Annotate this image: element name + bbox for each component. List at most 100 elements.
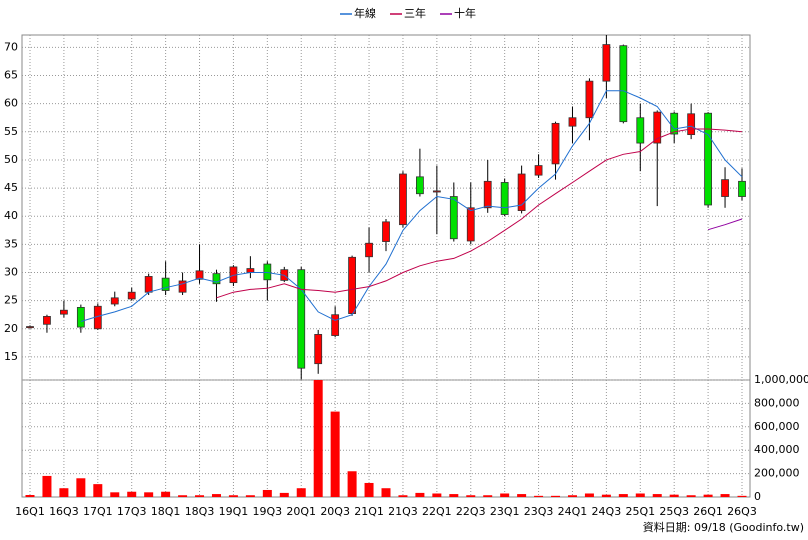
volume-bar	[703, 494, 713, 497]
x-tick-label: 25Q1	[625, 505, 655, 518]
candle-body	[399, 173, 407, 226]
x-tick-label: 21Q1	[354, 505, 384, 518]
volume-bar	[584, 493, 594, 497]
candle-body	[517, 173, 526, 211]
candle-body	[43, 316, 51, 325]
candle-body	[110, 297, 119, 305]
x-tick-label: 22Q1	[422, 505, 452, 518]
candle-body	[721, 179, 729, 197]
volume-bar	[279, 492, 289, 497]
candle-body	[365, 242, 373, 258]
candle-body	[263, 263, 272, 281]
candle-body	[161, 277, 170, 291]
y-tick-label: 40	[4, 209, 18, 222]
volume-bar	[398, 495, 408, 497]
candle-body	[127, 291, 136, 300]
x-tick-label: 26Q3	[727, 505, 757, 518]
y-tick-label: 20	[4, 322, 18, 335]
candle-body	[466, 207, 475, 242]
x-tick-label: 16Q1	[15, 505, 45, 518]
volume-bar	[618, 494, 628, 497]
candle-body	[416, 176, 424, 195]
volume-bar	[686, 495, 696, 497]
volume-bar	[127, 491, 137, 497]
volume-bar	[720, 494, 730, 497]
volume-bar	[415, 492, 425, 497]
x-tick-label: 23Q3	[524, 505, 554, 518]
candle-body	[432, 190, 441, 193]
candle-body	[246, 268, 255, 273]
volume-tick-label: 1,000,000	[754, 373, 808, 386]
volume-bar	[449, 494, 459, 497]
y-tick-label: 30	[4, 266, 18, 279]
volume-bar	[25, 495, 35, 497]
volume-bar	[59, 488, 69, 497]
candle-body	[76, 306, 85, 328]
volume-tick-label: 200,000	[754, 467, 800, 480]
volume-bar	[211, 494, 221, 497]
y-tick-label: 55	[4, 125, 18, 138]
x-tick-label: 20Q1	[286, 505, 316, 518]
line-series	[216, 128, 743, 299]
volume-bar	[195, 495, 205, 497]
candle-body	[738, 180, 746, 197]
volume-bar	[110, 492, 120, 497]
volume-bar	[669, 494, 679, 497]
candle-body	[331, 314, 340, 336]
volume-bar	[364, 482, 374, 497]
x-tick-label: 21Q3	[388, 505, 418, 518]
x-tick-label: 18Q3	[185, 505, 215, 518]
candle-body	[653, 111, 662, 144]
legend-label: 年線	[354, 6, 376, 20]
candle-body	[483, 180, 492, 209]
candle-body	[348, 256, 356, 314]
volume-bar	[551, 495, 561, 497]
volume-bar	[245, 495, 255, 497]
volume-bar	[381, 488, 391, 497]
candle-body	[60, 309, 68, 315]
candle-body	[178, 280, 187, 293]
x-tick-label: 16Q3	[49, 505, 79, 518]
y-tick-label: 45	[4, 181, 18, 194]
candle-body	[619, 45, 628, 123]
x-tick-label: 25Q3	[659, 505, 689, 518]
x-tick-label: 22Q3	[456, 505, 486, 518]
x-tick-label: 24Q3	[592, 505, 622, 518]
volume-bar	[737, 495, 747, 497]
plot-frame	[21, 34, 751, 498]
candle-body	[195, 270, 204, 280]
candle-body	[534, 165, 543, 176]
x-tick-label: 19Q1	[219, 505, 249, 518]
candle-body	[551, 122, 560, 165]
volume-tick-label: 800,000	[754, 396, 800, 409]
y-tick-label: 60	[4, 97, 18, 110]
volume-bar	[652, 494, 662, 497]
volume-bar	[144, 492, 154, 497]
candle-body	[636, 117, 645, 144]
candle-body	[602, 44, 611, 82]
volume-bar	[500, 493, 510, 497]
volume-bar	[534, 495, 544, 497]
volume-bar	[42, 475, 52, 497]
candle-body	[26, 326, 34, 329]
x-tick-label: 26Q1	[693, 505, 723, 518]
volume-bar	[330, 411, 340, 497]
candle-body	[449, 196, 458, 240]
volume-bar	[93, 484, 103, 497]
x-tick-label: 19Q3	[253, 505, 283, 518]
volume-bar	[178, 495, 188, 497]
volume-bar	[228, 495, 238, 497]
line-series	[80, 90, 743, 322]
candle-body	[144, 276, 153, 293]
source-note: 資料日期: 09/18 (Goodinfo.tw)	[643, 520, 804, 534]
candle-body	[704, 112, 712, 206]
volume-bar	[76, 478, 86, 497]
volume-tick-label: 600,000	[754, 420, 800, 433]
volume-bar	[347, 471, 357, 497]
candle-body	[314, 334, 323, 365]
legend-label: 十年	[454, 6, 476, 20]
candle-body	[568, 117, 577, 127]
volume-bar	[601, 494, 611, 497]
candle-body	[212, 273, 221, 285]
x-tick-label: 20Q3	[320, 505, 350, 518]
